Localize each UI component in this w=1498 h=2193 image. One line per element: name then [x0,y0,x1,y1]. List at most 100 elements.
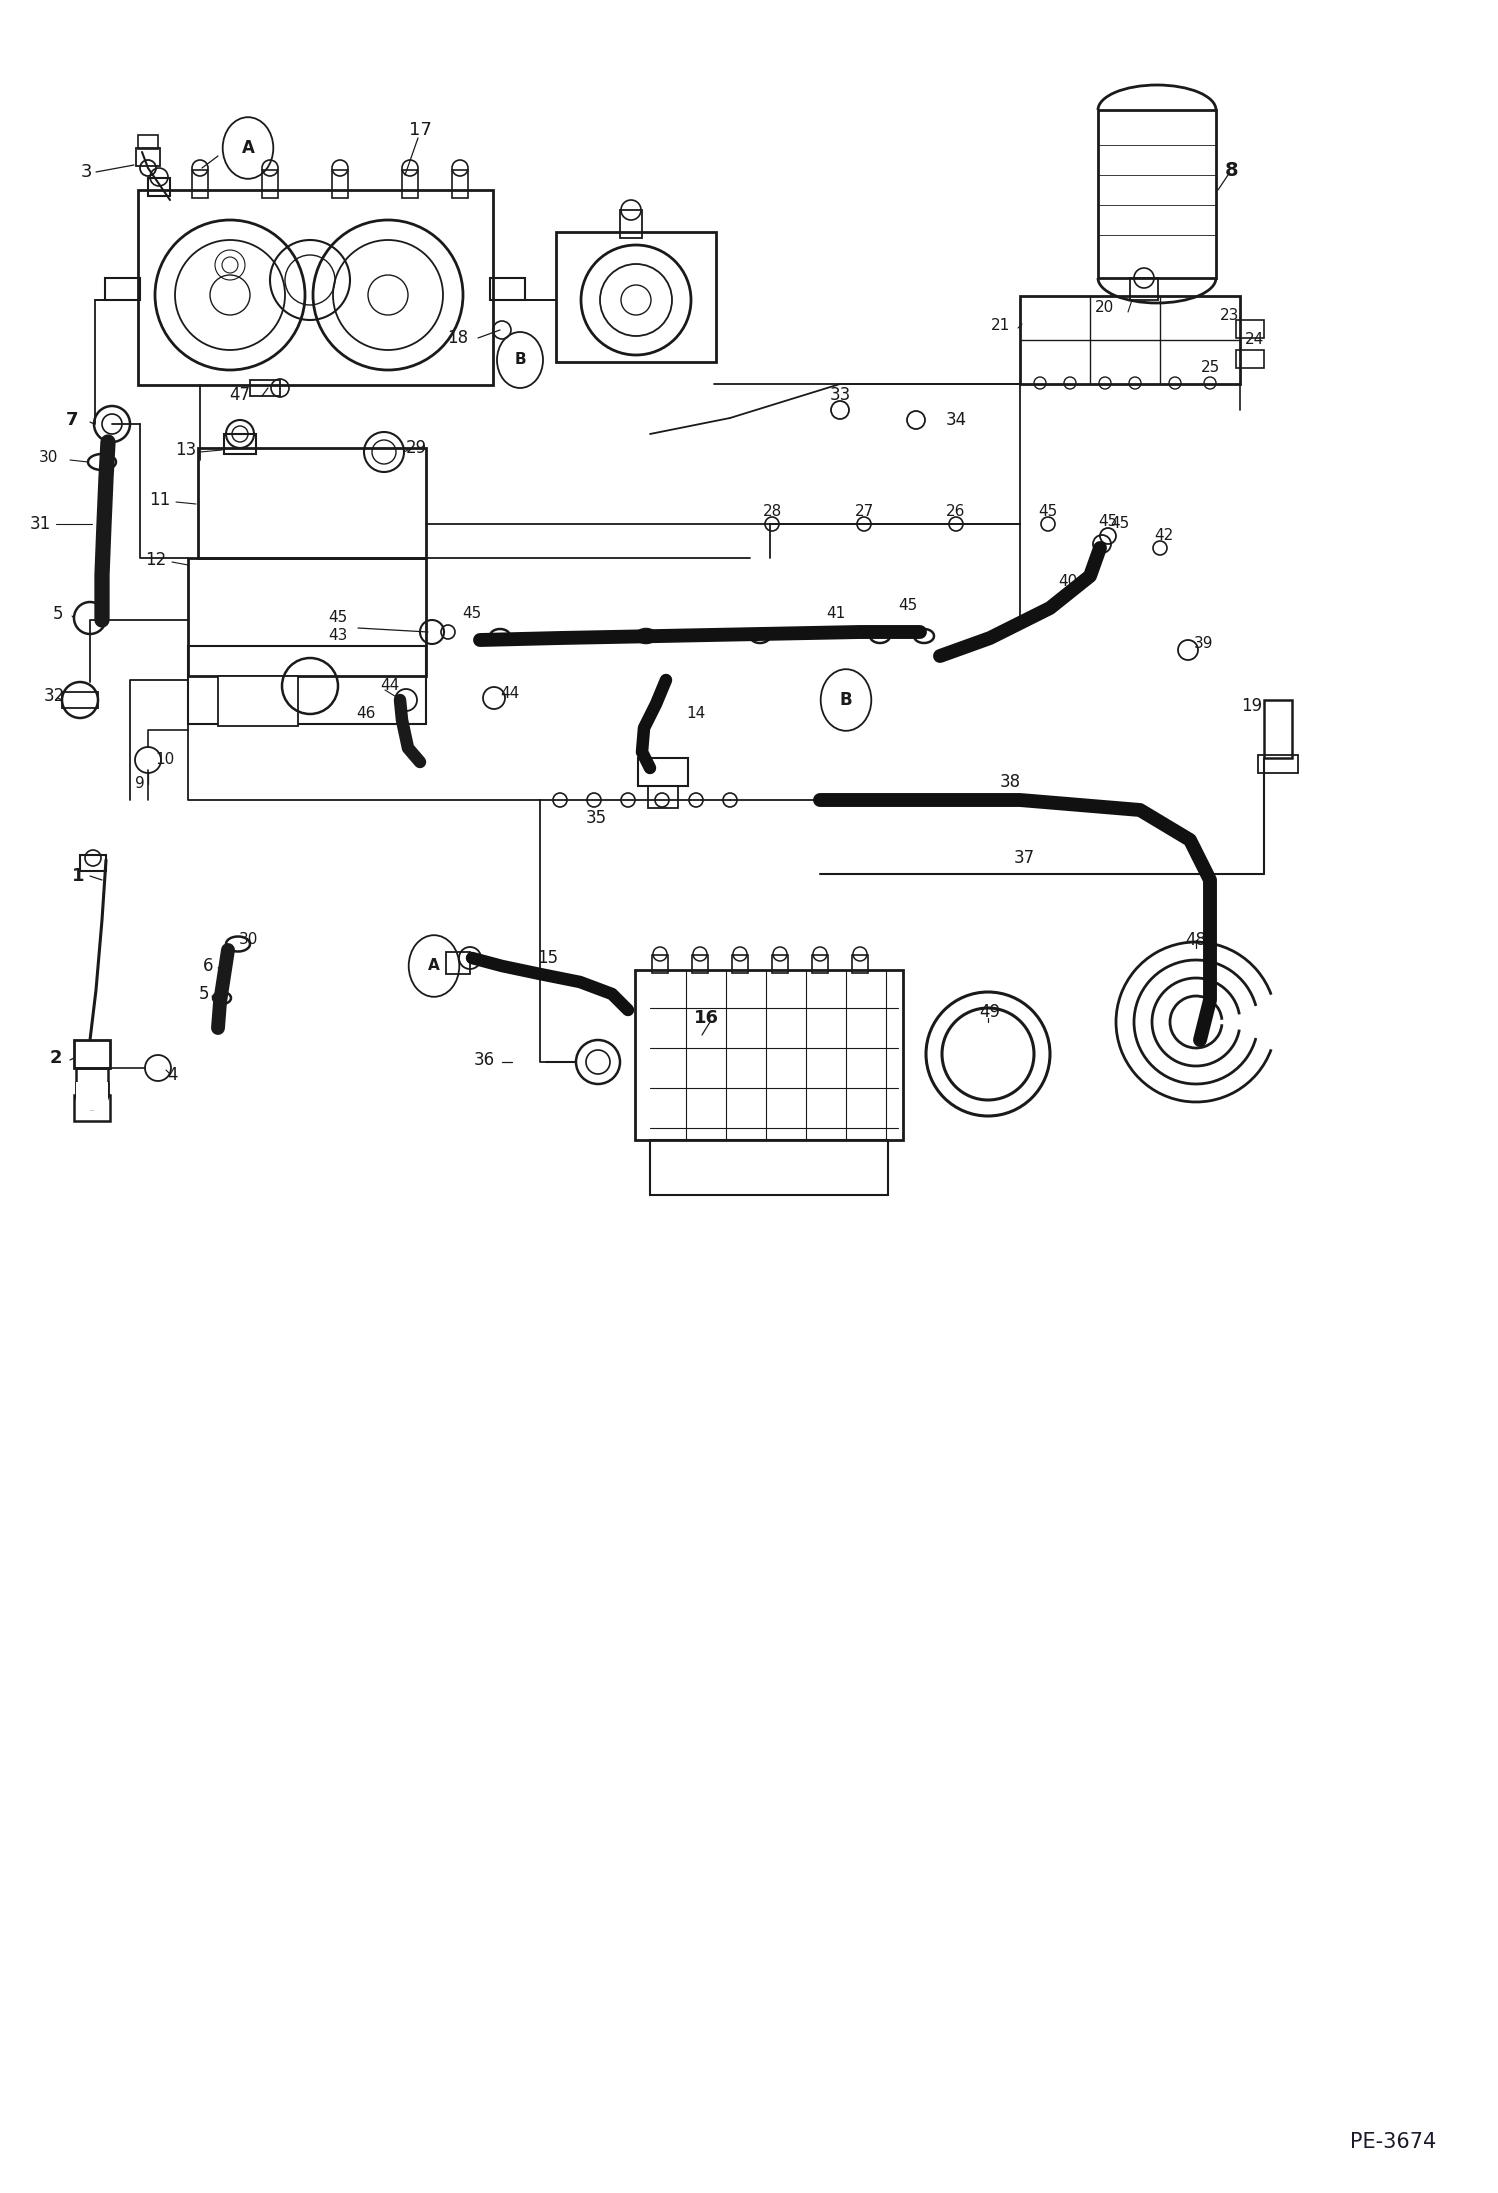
Text: 42: 42 [1155,529,1173,544]
Bar [490,279,524,300]
Bar [1236,351,1264,368]
Text: 4: 4 [166,1066,177,1083]
Text: 41: 41 [827,607,846,621]
Bar [73,1094,109,1121]
Text: 45: 45 [1098,515,1118,529]
Bar [452,171,467,197]
Text: 45: 45 [899,599,918,614]
Text: 48: 48 [1185,932,1206,950]
Text: 36: 36 [473,1050,494,1068]
Bar [1264,700,1291,759]
Text: 20: 20 [1095,300,1113,316]
Bar [401,171,418,197]
Bar [812,954,828,974]
Text: 35: 35 [586,809,607,827]
Bar [638,759,688,785]
Text: 7: 7 [66,410,78,430]
Text: 40: 40 [1059,575,1077,590]
Text: 16: 16 [694,1009,719,1026]
Bar [76,1068,108,1096]
Bar [652,954,668,974]
Bar [148,178,169,195]
Bar [635,969,903,1140]
Bar [198,447,425,557]
Bar [225,434,256,454]
Text: 23: 23 [1221,309,1240,325]
Text: 46: 46 [357,706,376,721]
Text: 21: 21 [990,318,1010,333]
Text: 45: 45 [1038,504,1058,520]
Text: 15: 15 [538,950,559,967]
Text: 43: 43 [328,627,348,643]
Text: 28: 28 [762,504,782,520]
Text: 8: 8 [1225,160,1239,180]
Text: B: B [840,691,852,708]
Bar [189,557,425,675]
Text: A: A [241,138,255,158]
Text: 14: 14 [686,706,706,721]
Bar [192,171,208,197]
Bar [650,1140,888,1195]
Text: 13: 13 [175,441,196,458]
Bar [105,279,139,300]
Bar [771,954,788,974]
Bar [76,1081,108,1110]
Text: 25: 25 [1200,360,1219,375]
Bar [262,171,279,197]
Bar [556,232,716,362]
Bar [1236,320,1264,338]
Bar [138,136,157,149]
Bar [73,1039,109,1068]
Bar [620,211,643,239]
Text: 33: 33 [830,386,851,404]
Text: 19: 19 [1242,697,1263,715]
Text: 38: 38 [999,772,1020,792]
Text: 31: 31 [30,515,51,533]
Bar [692,954,709,974]
Text: 34: 34 [945,410,966,430]
Bar [649,785,679,807]
Text: 27: 27 [854,504,873,520]
Bar [1129,279,1158,300]
Text: 26: 26 [947,504,966,520]
Bar [1098,110,1216,279]
Text: 44: 44 [500,686,520,702]
Text: 18: 18 [448,329,469,346]
Text: 30: 30 [39,450,58,465]
Bar [1258,754,1297,772]
Text: 30: 30 [238,932,258,947]
Text: A: A [428,958,440,974]
Text: 39: 39 [1194,636,1213,651]
Text: 45: 45 [463,607,482,621]
Bar [333,171,348,197]
Text: 11: 11 [150,491,171,509]
Text: 24: 24 [1245,333,1264,346]
Bar [219,675,298,726]
Text: 5: 5 [199,985,210,1002]
Text: 49: 49 [980,1002,1001,1022]
Bar [446,952,470,974]
Text: 17: 17 [409,121,431,138]
Text: 3: 3 [81,162,91,182]
Bar [250,379,280,397]
Text: 37: 37 [1014,849,1035,866]
Text: 47: 47 [229,386,250,404]
Text: 2: 2 [49,1048,63,1068]
Text: 1: 1 [72,866,84,886]
Text: 12: 12 [145,550,166,568]
Text: 44: 44 [380,678,400,693]
Text: 6: 6 [202,956,213,976]
Text: 9: 9 [135,776,145,792]
Bar [138,191,493,386]
Bar [852,954,867,974]
Bar [733,954,748,974]
Bar [189,647,425,724]
Text: 32: 32 [43,686,66,704]
Bar [79,855,106,871]
Text: 45: 45 [328,610,348,625]
Text: 10: 10 [156,752,175,768]
Bar [136,147,160,167]
Text: PE-3674: PE-3674 [1350,2132,1437,2151]
Text: 5: 5 [52,605,63,623]
Text: 29: 29 [406,439,427,456]
